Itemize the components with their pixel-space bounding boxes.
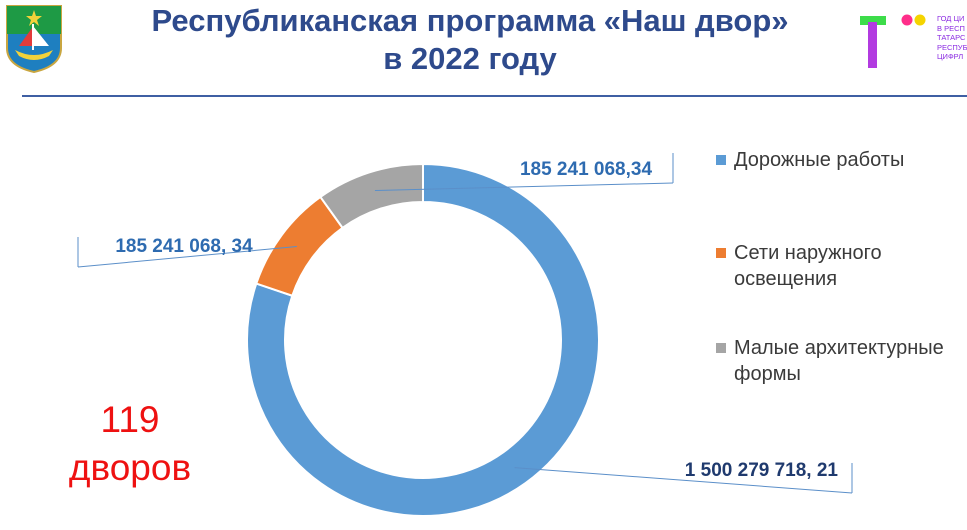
data-label-0: 1 500 279 718, 21 [685, 460, 839, 481]
logo-caption-line: ЦИФРЛ [937, 52, 964, 61]
title-line-2: в 2022 году [383, 41, 557, 76]
logo-caption-line: В РЕСП [937, 23, 965, 33]
data-label-1: 185 241 068, 34 [115, 236, 253, 257]
digitalization-year-logo: ГОД ЦИ В РЕСП ТАТАРС РЕСПУБ ЦИФРЛ [860, 10, 967, 75]
data-label-2: 185 241 068,34 [520, 159, 653, 180]
legend-label: Сети наружного освещения [734, 242, 882, 290]
legend-swatch [716, 155, 726, 165]
data-label-leader [77, 246, 297, 268]
courtyards-unit: дворов [68, 447, 192, 488]
page-title: Республиканская программа «Наш двор» в 2… [80, 2, 860, 78]
courtyards-number: 119 [100, 399, 160, 440]
header-divider [22, 95, 967, 97]
data-label-leader [374, 182, 674, 192]
donut-slice-1 [255, 195, 344, 298]
logo-caption-line: РЕСПУБ [937, 42, 967, 52]
digitalization-logo-mark [860, 14, 926, 68]
legend-label: Малые архитектурные формы [734, 337, 944, 385]
logo-caption-line: ГОД ЦИ [937, 14, 965, 23]
donut-slice-2 [319, 162, 424, 230]
legend-swatch [716, 248, 726, 258]
title-line-1: Республиканская программа «Наш двор» [151, 3, 789, 38]
city-emblem [5, 4, 63, 74]
courtyards-count: 119 дворов [50, 396, 210, 492]
donut-slice-0 [246, 162, 600, 517]
legend-swatch [716, 343, 726, 353]
legend-label: Дорожные работы [734, 149, 905, 171]
logo-caption-line: ТАТАРС [937, 33, 966, 42]
logo-caption: ГОД ЦИ В РЕСП ТАТАРС РЕСПУБ ЦИФРЛ [937, 14, 967, 62]
data-label-leader [514, 467, 853, 494]
